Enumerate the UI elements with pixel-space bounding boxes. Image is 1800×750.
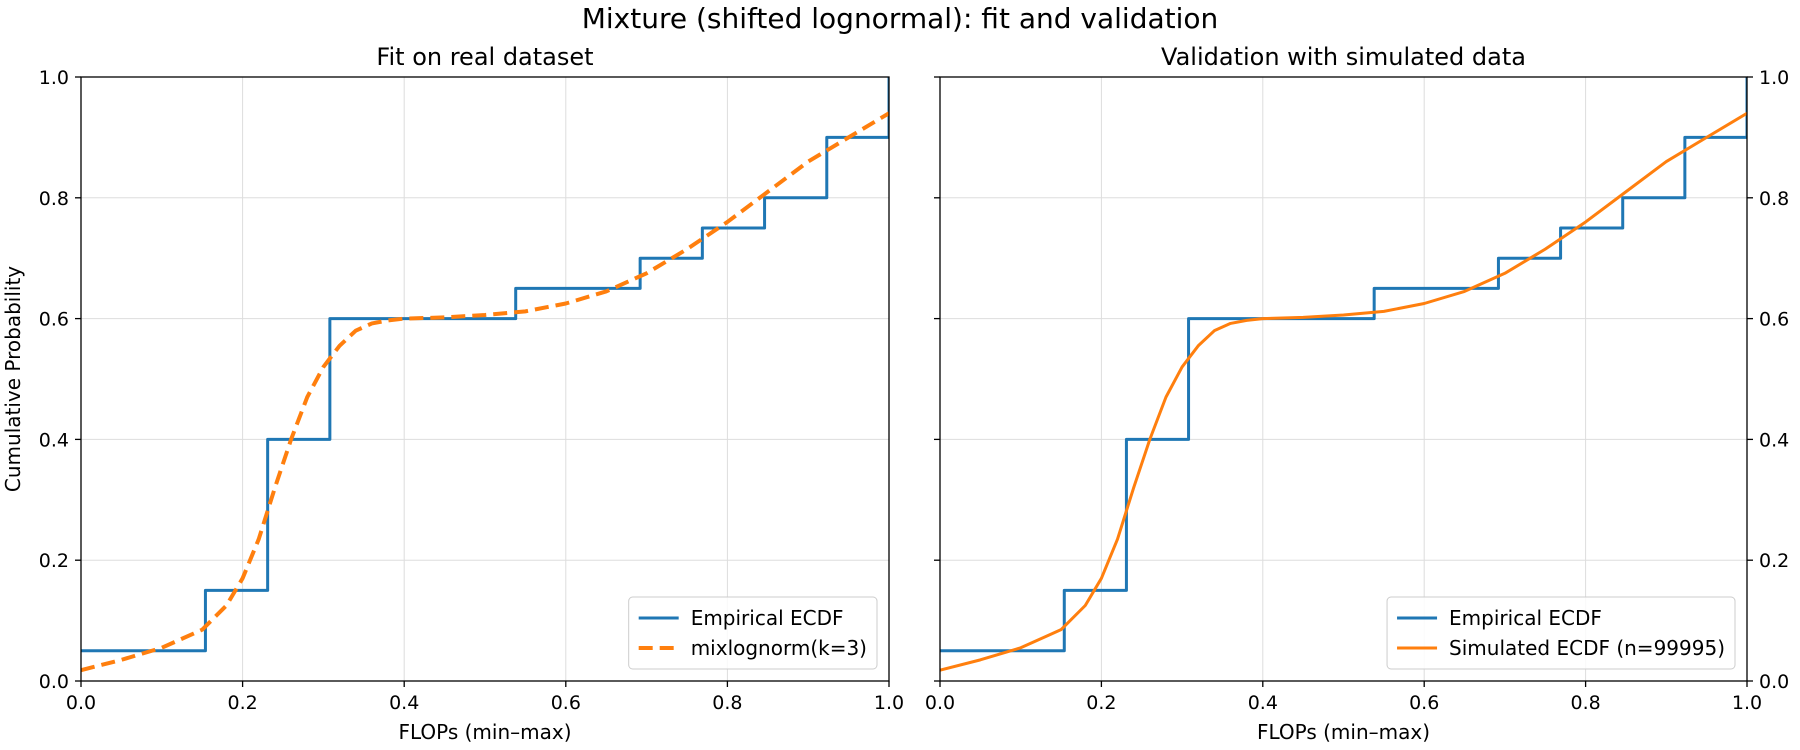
plot-title: Validation with simulated data: [1161, 43, 1526, 71]
legend-box: [628, 596, 878, 670]
series-group: [81, 77, 889, 673]
axes-frame: [80, 76, 890, 682]
plot-title: Fit on real dataset: [376, 43, 593, 71]
x-tick-label: 0.0: [66, 692, 96, 714]
series-line-1: [940, 111, 1747, 672]
x-axis-label: FLOPs (min–max): [398, 720, 571, 744]
x-tick-label: 0.6: [551, 692, 581, 714]
x-tick-label: 0.2: [1086, 692, 1116, 714]
y-tick-label: 1.0: [1759, 67, 1789, 89]
x-tick-label: 1.0: [1732, 692, 1762, 714]
y-tick-label: 0.6: [1759, 309, 1789, 331]
x-axis-label: FLOPs (min–max): [1257, 720, 1430, 744]
x-tick-label: 1.0: [874, 692, 904, 714]
legend: Empirical ECDF Simulated ECDF (n=99995): [1386, 596, 1736, 670]
legend-label: mixlognorm(k=3): [691, 636, 867, 660]
y-axis-label: Cumulative Probability: [1, 266, 25, 492]
y-tick-label: 0.4: [39, 429, 69, 451]
x-tick-label: 0.4: [389, 692, 419, 714]
right-plot-validation: 0.0 0.2 0.4 0.6 0.8 1.00.00.20.40.60.81.0Vali…: [925, 43, 1789, 744]
figure-suptitle: Mixture (shifted lognormal): fit and val…: [582, 2, 1219, 35]
y-tick-label: 0.2: [1759, 550, 1789, 572]
legend-label: Empirical ECDF: [691, 606, 844, 630]
series-group: [940, 77, 1747, 672]
series-line-0: [940, 77, 1747, 653]
legend-label: Empirical ECDF: [1449, 606, 1602, 630]
legend-box: [1386, 596, 1736, 670]
series-line-1: [81, 111, 889, 673]
y-tick-label: 0.4: [1759, 429, 1789, 451]
x-tick-label: 0.2: [227, 692, 257, 714]
y-tick-label: 0.2: [39, 550, 69, 572]
y-tick-label: 0.0: [39, 671, 69, 693]
y-tick-label: 0.0: [1759, 671, 1789, 693]
x-tick-label: 0.0: [925, 692, 955, 714]
y-tick-label: 1.0: [39, 67, 69, 89]
x-tick-label: 0.8: [1570, 692, 1600, 714]
x-tick-label: 0.8: [712, 692, 742, 714]
x-tick-label: 0.6: [1409, 692, 1439, 714]
x-tick-label: 0.4: [1248, 692, 1278, 714]
axes-frame: [939, 76, 1748, 682]
legend: Empirical ECDF mixlognorm(k=3): [628, 596, 878, 670]
legend-label: Simulated ECDF (n=99995): [1449, 636, 1725, 660]
y-tick-label: 0.8: [39, 188, 69, 210]
y-tick-label: 0.8: [1759, 188, 1789, 210]
left-plot-fit: 0.0 0.2 0.4 0.6 0.8 1.0 0.0 0.2 0.4 0.6 0.8 1.0 Fit …: [1, 43, 904, 744]
series-line-0: [81, 77, 889, 653]
y-tick-label: 0.6: [39, 309, 69, 331]
